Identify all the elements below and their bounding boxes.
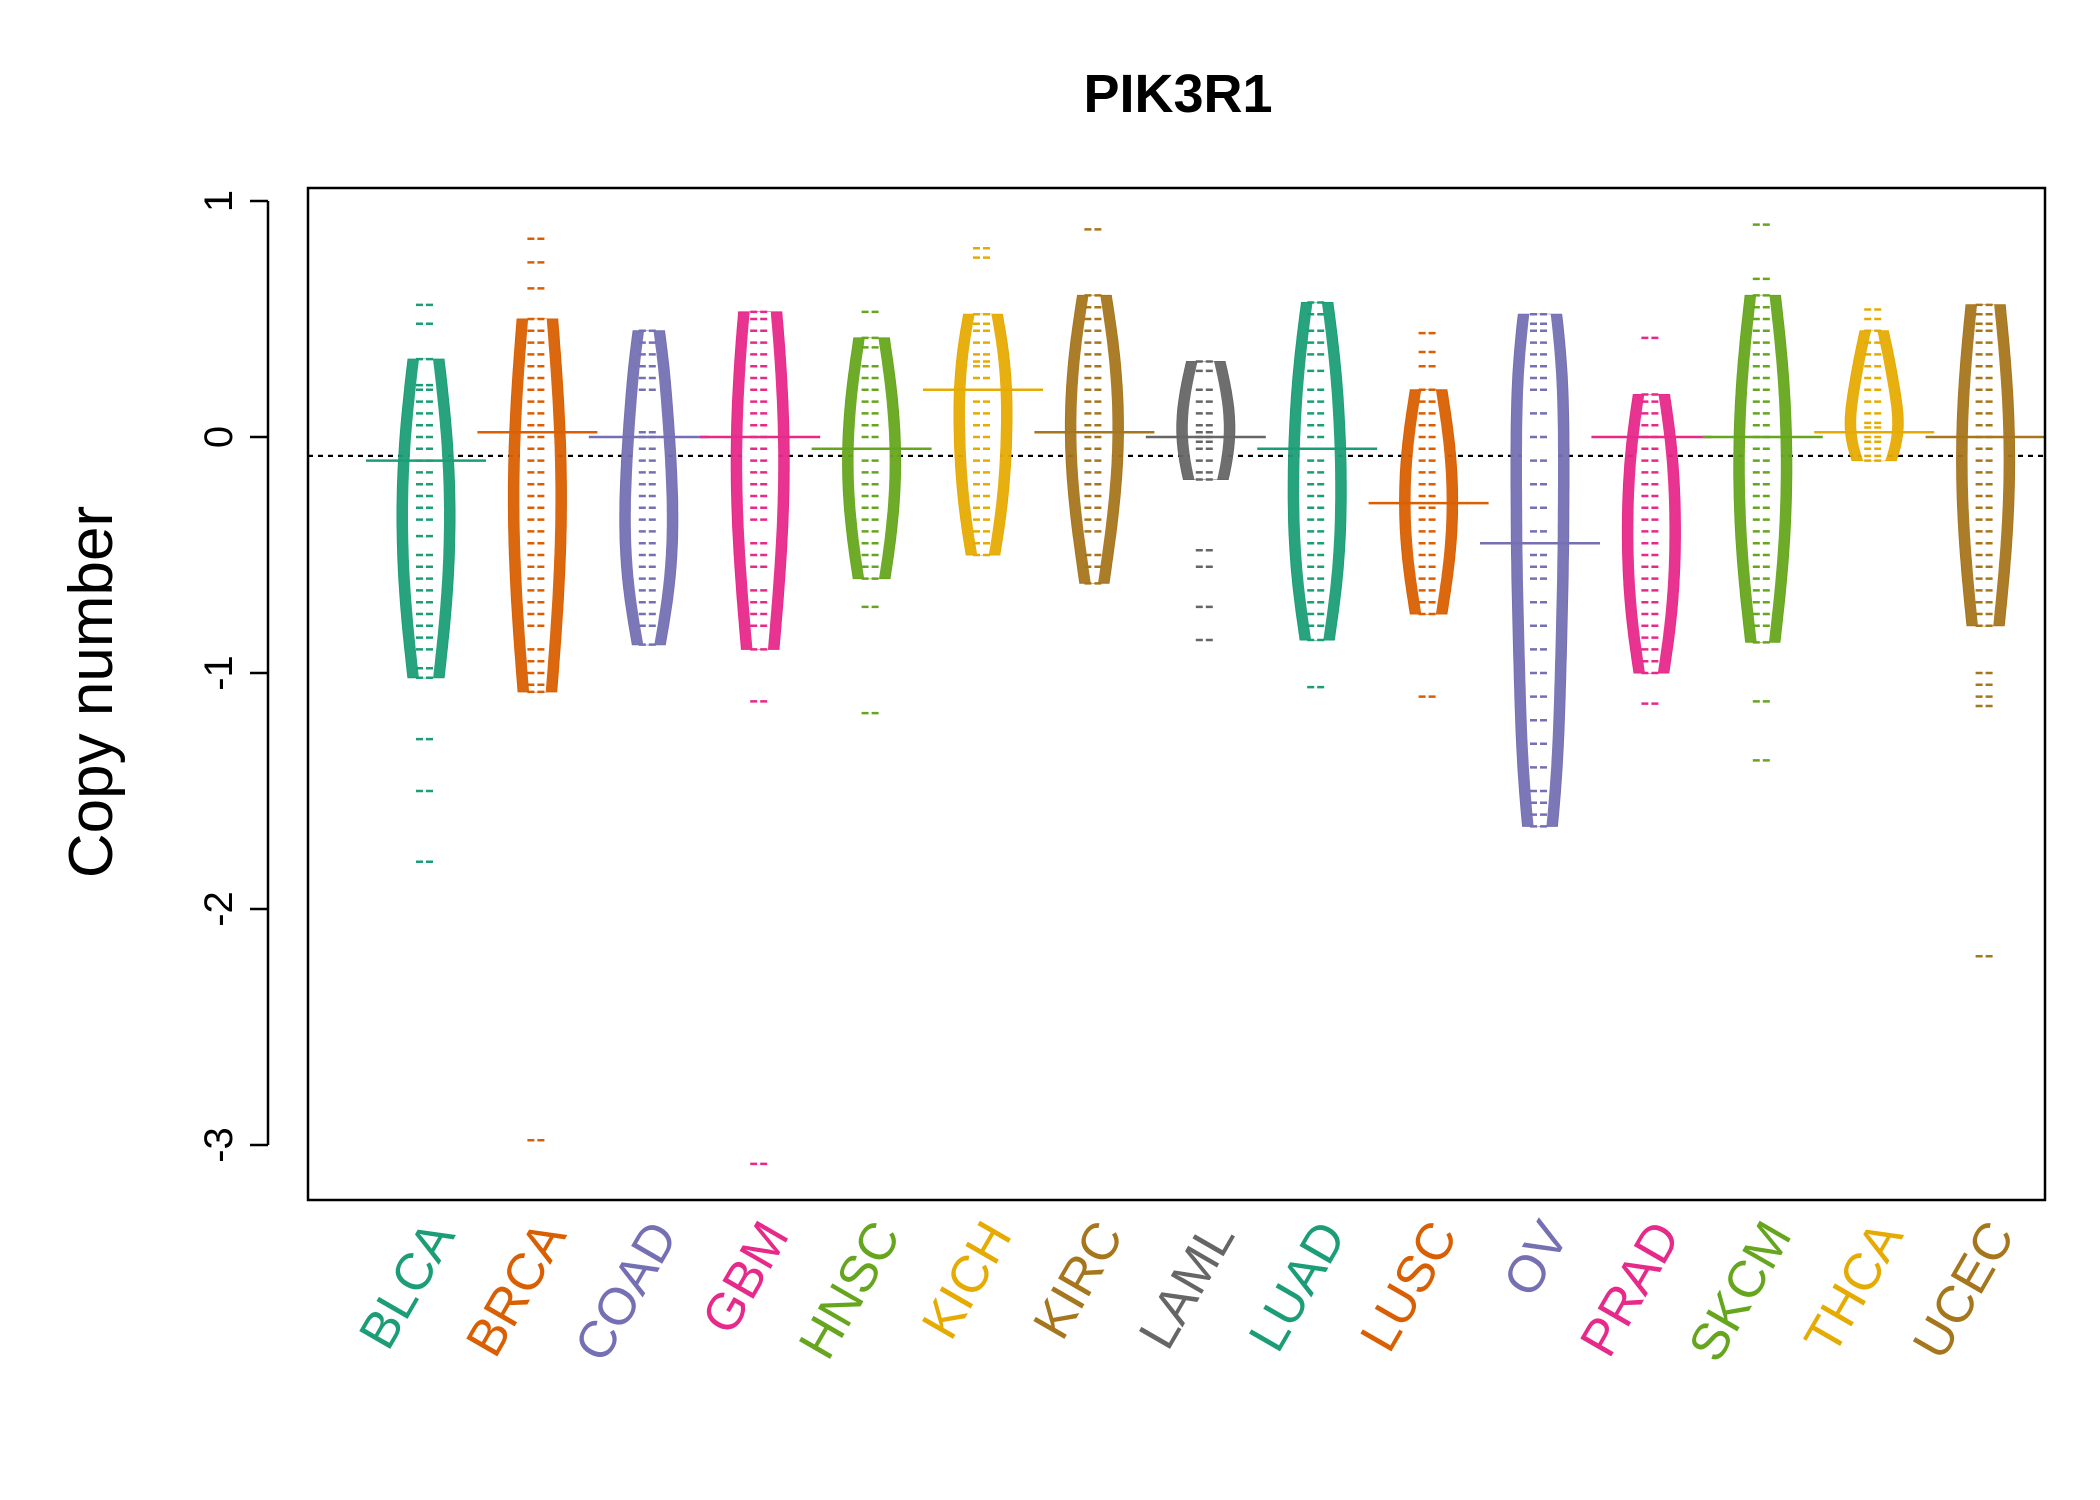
plot-area — [308, 223, 2046, 1166]
bean-inner — [1522, 314, 1558, 827]
bean-prad — [1591, 336, 1712, 705]
bean-blca — [366, 303, 486, 864]
bean-lusc — [1368, 331, 1489, 698]
y-tick-label: -1 — [197, 655, 241, 691]
y-axis: 1 0 -1 -2 -3 — [197, 190, 270, 1163]
y-tick-label: -3 — [197, 1127, 241, 1163]
chart-title: PIK3R1 — [1083, 64, 1272, 124]
bean-ov — [1480, 313, 1600, 828]
bean-hnsc — [811, 310, 932, 715]
bean-ucec — [1925, 303, 2046, 958]
bean-brca — [477, 237, 598, 1142]
y-tick-label: 1 — [197, 190, 241, 212]
bean-kich — [923, 246, 1043, 557]
bean-gbm — [700, 310, 821, 1166]
bean-thca — [1814, 308, 1935, 462]
y-axis-label: Copy number — [57, 506, 126, 878]
y-tick-label: -2 — [197, 891, 241, 927]
plot-frame — [306, 186, 2047, 1202]
y-tick-label: 0 — [197, 426, 241, 448]
bean-skcm — [1702, 223, 1823, 762]
bean-inner — [742, 311, 779, 650]
bean-laml — [1145, 360, 1266, 642]
bean-luad — [1257, 301, 1378, 689]
bean-coad — [588, 329, 709, 646]
bean-kirc — [1034, 228, 1155, 585]
bean-inner — [1967, 304, 2004, 626]
